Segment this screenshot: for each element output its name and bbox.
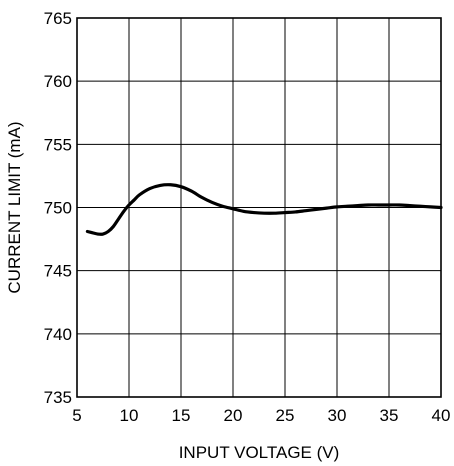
- x-axis-label: INPUT VOLTAGE (V): [179, 443, 340, 462]
- y-tick-label: 735: [44, 388, 72, 407]
- grid-lines: [77, 18, 441, 397]
- x-tick-label: 10: [120, 406, 139, 425]
- x-tick-label: 35: [380, 406, 399, 425]
- y-tick-label: 740: [44, 325, 72, 344]
- series-line-0: [85, 183, 443, 236]
- x-tick-label: 5: [72, 406, 81, 425]
- y-tick-label: 765: [44, 9, 72, 28]
- y-tick-label: 755: [44, 135, 72, 154]
- x-tick-label: 25: [276, 406, 295, 425]
- y-tick-labels: 735 740 745 750 755 760 765: [44, 9, 72, 407]
- x-tick-label: 20: [224, 406, 243, 425]
- x-tick-label: 15: [172, 406, 191, 425]
- y-tick-label: 760: [44, 72, 72, 91]
- y-axis-label: CURRENT LIMIT (mA): [5, 121, 24, 293]
- y-tick-label: 750: [44, 199, 72, 218]
- x-tick-label: 30: [328, 406, 347, 425]
- x-tick-labels: 5 10 15 20 25 30 35 40: [72, 406, 450, 425]
- series-group: [85, 183, 443, 236]
- y-tick-label: 745: [44, 262, 72, 281]
- x-tick-label: 40: [432, 406, 451, 425]
